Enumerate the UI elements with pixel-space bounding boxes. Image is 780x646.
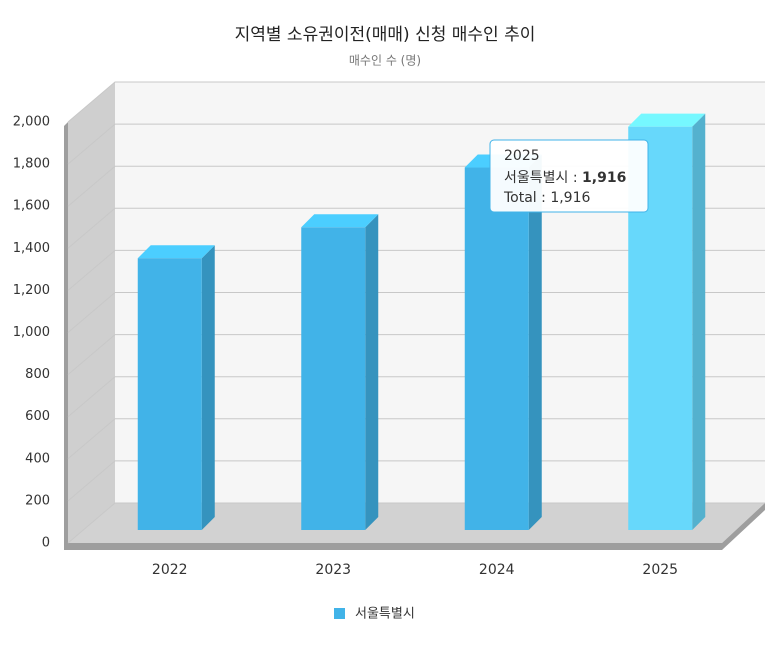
y-tick-label: 1,200	[13, 283, 50, 298]
x-tick-label: 2023	[315, 562, 351, 578]
floor	[68, 503, 765, 543]
x-tick-label: 2024	[479, 562, 515, 578]
bar-side	[692, 113, 706, 530]
y-tick-label: 600	[25, 409, 50, 424]
tooltip-label: 서울특별시	[504, 170, 568, 186]
bar	[301, 227, 366, 530]
y-tick-label: 0	[42, 536, 50, 551]
tooltip-separator: :	[537, 190, 551, 206]
x-tick-label: 2025	[642, 562, 678, 578]
grid-line	[67, 334, 765, 375]
grid-line	[67, 460, 765, 502]
bar-top	[301, 214, 379, 228]
tooltip-value: 1,916	[582, 170, 626, 186]
tooltip-value: 1,916	[550, 190, 590, 206]
grid-line	[67, 418, 765, 460]
tooltip-box	[489, 139, 649, 213]
chart-subtitle: 매수인 수 (명)	[349, 54, 421, 68]
tooltip-label: Total	[503, 190, 537, 206]
tooltip-title: 2025	[504, 148, 540, 164]
bar	[464, 167, 529, 531]
y-tick-label: 200	[25, 493, 50, 508]
grid-line	[67, 502, 765, 544]
tooltip: 2025 서울특별시 : 1,916 Total : 1,916	[489, 139, 649, 213]
grid-line	[67, 249, 765, 291]
x-tick-label: 2022	[152, 562, 188, 578]
legend[interactable]: 서울특별시	[334, 607, 415, 622]
tooltip-line: Total : 1,916	[503, 190, 591, 206]
grid-line	[67, 81, 765, 123]
grid-line	[67, 292, 765, 333]
left-wall-edge	[64, 122, 68, 550]
y-tick-label: 1,400	[13, 241, 50, 256]
legend-swatch	[334, 608, 345, 619]
y-tick-label: 800	[25, 367, 50, 382]
y-tick-label: 400	[25, 451, 50, 466]
y-tick-label: 1,800	[13, 157, 50, 172]
floor-edge	[68, 503, 765, 550]
grid-line	[67, 123, 765, 165]
grid-line	[67, 376, 765, 418]
legend-label[interactable]: 서울특별시	[355, 607, 415, 622]
bar-side	[201, 245, 215, 530]
chart-title: 지역별 소유권이전(매매) 신청 매수인 추이	[235, 25, 536, 45]
bar-side	[365, 214, 379, 530]
bar-top	[628, 113, 706, 127]
y-tick-label: 2,000	[13, 115, 50, 130]
y-tick-label: 1,000	[13, 325, 50, 340]
tooltip-separator: :	[568, 170, 582, 186]
bar	[137, 258, 202, 530]
tooltip-line: 서울특별시 : 1,916	[504, 170, 626, 186]
bar-side	[528, 154, 542, 531]
y-tick-label: 1,600	[13, 199, 50, 214]
bar-top	[137, 245, 215, 259]
